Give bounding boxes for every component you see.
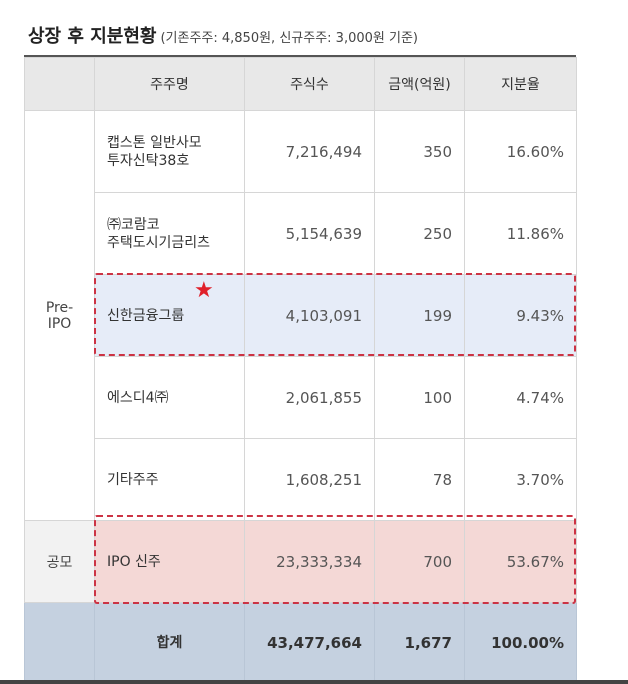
shares-cell: 7,216,494 — [244, 110, 375, 193]
shareholder-name: 기타주주 — [94, 438, 245, 521]
table-row: Pre- IPO 캡스톤 일반사모 투자신탁38호 7,216,494 350 … — [24, 110, 577, 521]
table-total-row: 합계 43,477,664 1,677 100.00% — [24, 602, 577, 684]
title-divider — [24, 55, 576, 57]
header-ratio: 지분율 — [464, 57, 577, 111]
header-amount: 금액(억원) — [374, 57, 465, 111]
group-label-pre-ipo: Pre- IPO — [24, 110, 95, 521]
title-subtitle: (기존주주: 4,850원, 신규주주: 3,000원 기준) — [160, 31, 418, 46]
shares-cell: 1,608,251 — [244, 438, 375, 521]
shareholder-name: 신한금융그룹 — [94, 274, 245, 357]
ratio-cell: 3.70% — [464, 438, 577, 521]
table-row: 에스디4㈜ 2,061,855 100 4.74% — [25, 356, 577, 439]
header-name: 주주명 — [94, 57, 245, 111]
shareholder-name: IPO 신주 — [94, 520, 245, 603]
ratio-cell: 16.60% — [464, 110, 577, 193]
star-icon: ★ — [194, 278, 214, 303]
table-header-row: 주주명 주식수 금액(억원) 지분율 — [24, 57, 577, 111]
header-group — [24, 57, 95, 111]
amount-cell: 100 — [374, 356, 465, 439]
shareholder-name: 에스디4㈜ — [94, 356, 245, 439]
amount-cell: 250 — [374, 192, 465, 275]
bottom-edge-bar — [0, 680, 628, 684]
page-title: 상장 후 지분현황 (기존주주: 4,850원, 신규주주: 3,000원 기준) — [28, 22, 418, 48]
ratio-cell: 11.86% — [464, 192, 577, 275]
shares-cell: 23,333,334 — [244, 520, 375, 603]
amount-cell: 700 — [374, 520, 465, 603]
shares-cell: 4,103,091 — [244, 274, 375, 357]
amount-cell: 78 — [374, 438, 465, 521]
ratio-cell: 4.74% — [464, 356, 577, 439]
amount-cell: 350 — [374, 110, 465, 193]
table-row: ㈜코람코 주택도시기금리츠 5,154,639 250 11.86% — [25, 192, 577, 275]
amount-cell: 199 — [374, 274, 465, 357]
total-amount: 1,677 — [374, 602, 465, 684]
shares-cell: 5,154,639 — [244, 192, 375, 275]
total-group-cell — [24, 602, 95, 684]
shareholding-table: 주주명 주식수 금액(억원) 지분율 Pre- IPO 캡스톤 일반사모 투자신… — [24, 57, 577, 684]
total-shares: 43,477,664 — [244, 602, 375, 684]
total-ratio: 100.00% — [464, 602, 577, 684]
header-shares: 주식수 — [244, 57, 375, 111]
table-row-highlighted: 신한금융그룹 4,103,091 199 9.43% — [25, 274, 577, 357]
ratio-cell: 9.43% — [464, 274, 577, 357]
title-main: 상장 후 지분현황 — [28, 26, 157, 47]
table-row: 기타주주 1,608,251 78 3.70% — [25, 438, 577, 521]
shareholder-name: ㈜코람코 주택도시기금리츠 — [94, 192, 245, 275]
shareholder-name: 캡스톤 일반사모 투자신탁38호 — [94, 110, 245, 193]
table-row-public-offering: 공모 IPO 신주 23,333,334 700 53.67% — [24, 520, 577, 603]
shares-cell: 2,061,855 — [244, 356, 375, 439]
group-label-public: 공모 — [24, 520, 95, 603]
ratio-cell: 53.67% — [464, 520, 577, 603]
total-label: 합계 — [94, 602, 245, 684]
